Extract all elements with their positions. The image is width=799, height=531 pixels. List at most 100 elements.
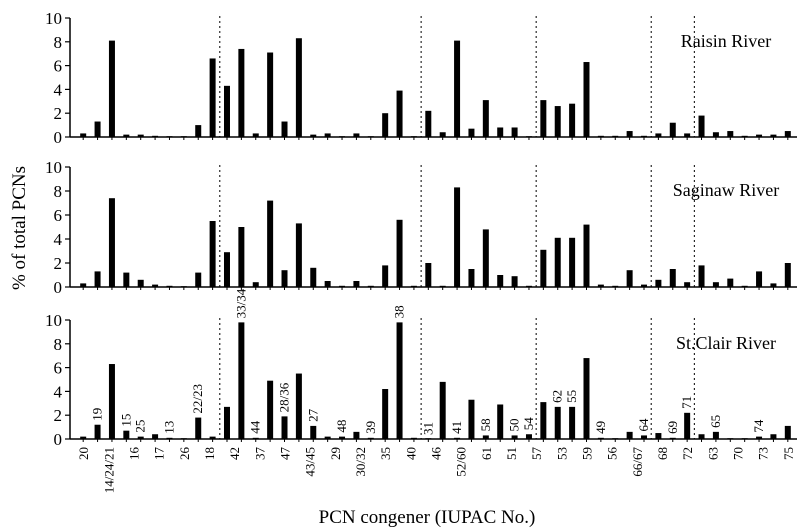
bar xyxy=(223,406,230,439)
bar xyxy=(94,121,101,137)
bar-annotation: 55 xyxy=(564,390,579,403)
bar xyxy=(756,271,763,287)
bar xyxy=(195,125,202,137)
bar xyxy=(94,271,101,287)
bar xyxy=(554,406,561,439)
bar xyxy=(712,431,719,439)
bar-annotation: 19 xyxy=(90,408,105,421)
bar xyxy=(339,436,346,439)
bar xyxy=(310,425,317,439)
x-axis-label: PCN congener (IUPAC No.) xyxy=(319,507,536,528)
bar xyxy=(295,373,302,439)
bar-annotation: 74 xyxy=(751,419,766,433)
bar xyxy=(612,135,619,137)
bar xyxy=(482,435,489,439)
bar xyxy=(454,437,461,439)
bar xyxy=(641,135,648,137)
x-tick-label: 63 xyxy=(705,447,720,460)
bar xyxy=(698,115,705,137)
bar xyxy=(597,284,604,287)
y-tick-label: 10 xyxy=(45,9,62,28)
y-tick-label: 2 xyxy=(54,406,63,425)
bar xyxy=(569,406,576,439)
bar xyxy=(540,249,547,287)
bar xyxy=(353,281,360,287)
bar-annotation: 22/23 xyxy=(190,384,205,414)
bar xyxy=(209,436,216,439)
bar xyxy=(612,438,619,439)
bar-annotation: 64 xyxy=(636,418,651,432)
bar xyxy=(166,285,173,287)
bar xyxy=(540,402,547,439)
bar xyxy=(108,40,115,137)
panel-2: 0 2 4 6 8 10 Saginaw River xyxy=(45,158,797,297)
bar xyxy=(554,237,561,287)
bar xyxy=(669,437,676,439)
x-tick-label: 73 xyxy=(756,447,771,460)
bar xyxy=(382,265,389,287)
bar xyxy=(180,438,187,439)
bar-annotation: 28/36 xyxy=(277,382,292,412)
bar xyxy=(396,219,403,287)
bar-annotation: 33/34 xyxy=(233,288,248,318)
bar xyxy=(727,438,734,439)
bar xyxy=(108,364,115,439)
bar xyxy=(454,40,461,137)
bar xyxy=(511,435,518,439)
bar xyxy=(295,223,302,287)
bar xyxy=(353,133,360,137)
panel-title: Raisin River xyxy=(681,31,772,51)
x-tick-label: 18 xyxy=(202,447,217,460)
x-tick-label: 46 xyxy=(429,447,444,461)
bar xyxy=(511,127,518,137)
bar xyxy=(80,436,87,439)
bar-annotation: 38 xyxy=(392,305,407,318)
bar xyxy=(698,434,705,439)
panel-1: 0 2 4 6 8 10 Raisin River xyxy=(45,9,797,147)
bar xyxy=(310,267,317,287)
x-tick-label: 72 xyxy=(680,447,695,460)
bar xyxy=(727,278,734,287)
x-tick-label: 70 xyxy=(730,447,745,460)
bar xyxy=(152,284,159,287)
bar xyxy=(223,85,230,137)
bar xyxy=(252,282,259,287)
bar xyxy=(712,282,719,287)
panel-3: 0 2 4 6 8 10 St.Clair River 19 15 25 13 22/23 33/34 4… xyxy=(45,288,797,449)
bar xyxy=(684,133,691,137)
y-tick-label: 4 xyxy=(54,230,63,249)
bar xyxy=(281,121,288,137)
bar-annotation: 27 xyxy=(305,408,320,422)
bar xyxy=(238,48,245,137)
x-tick-label: 42 xyxy=(227,447,242,460)
x-tick-label: 59 xyxy=(579,447,594,460)
bar-annotation: 15 xyxy=(118,414,133,427)
x-tick-label: 43/45 xyxy=(303,447,318,477)
bar xyxy=(784,425,791,439)
bar xyxy=(324,133,331,137)
bar xyxy=(468,269,475,287)
bar xyxy=(396,322,403,439)
x-tick-label: 57 xyxy=(529,447,544,461)
bar xyxy=(137,279,144,287)
bar-annotation: 39 xyxy=(363,421,378,434)
bar xyxy=(583,62,590,137)
bar xyxy=(367,437,374,439)
bar xyxy=(454,187,461,287)
x-tick-label: 53 xyxy=(554,447,569,460)
bar xyxy=(94,424,101,439)
bar xyxy=(410,437,417,439)
bar xyxy=(123,430,130,439)
y-tick-label: 4 xyxy=(54,80,63,99)
x-tick-label: 52/60 xyxy=(454,447,469,477)
x-tick-label: 51 xyxy=(504,447,519,460)
x-tick-label: 14/24/21 xyxy=(101,447,116,493)
bar xyxy=(641,435,648,439)
x-tick-label: 26 xyxy=(177,447,192,461)
panel-title: St.Clair River xyxy=(676,333,776,353)
bar xyxy=(238,322,245,439)
y-tick-label: 4 xyxy=(54,382,63,401)
bar xyxy=(367,285,374,287)
x-tick-label: 17 xyxy=(152,447,167,461)
